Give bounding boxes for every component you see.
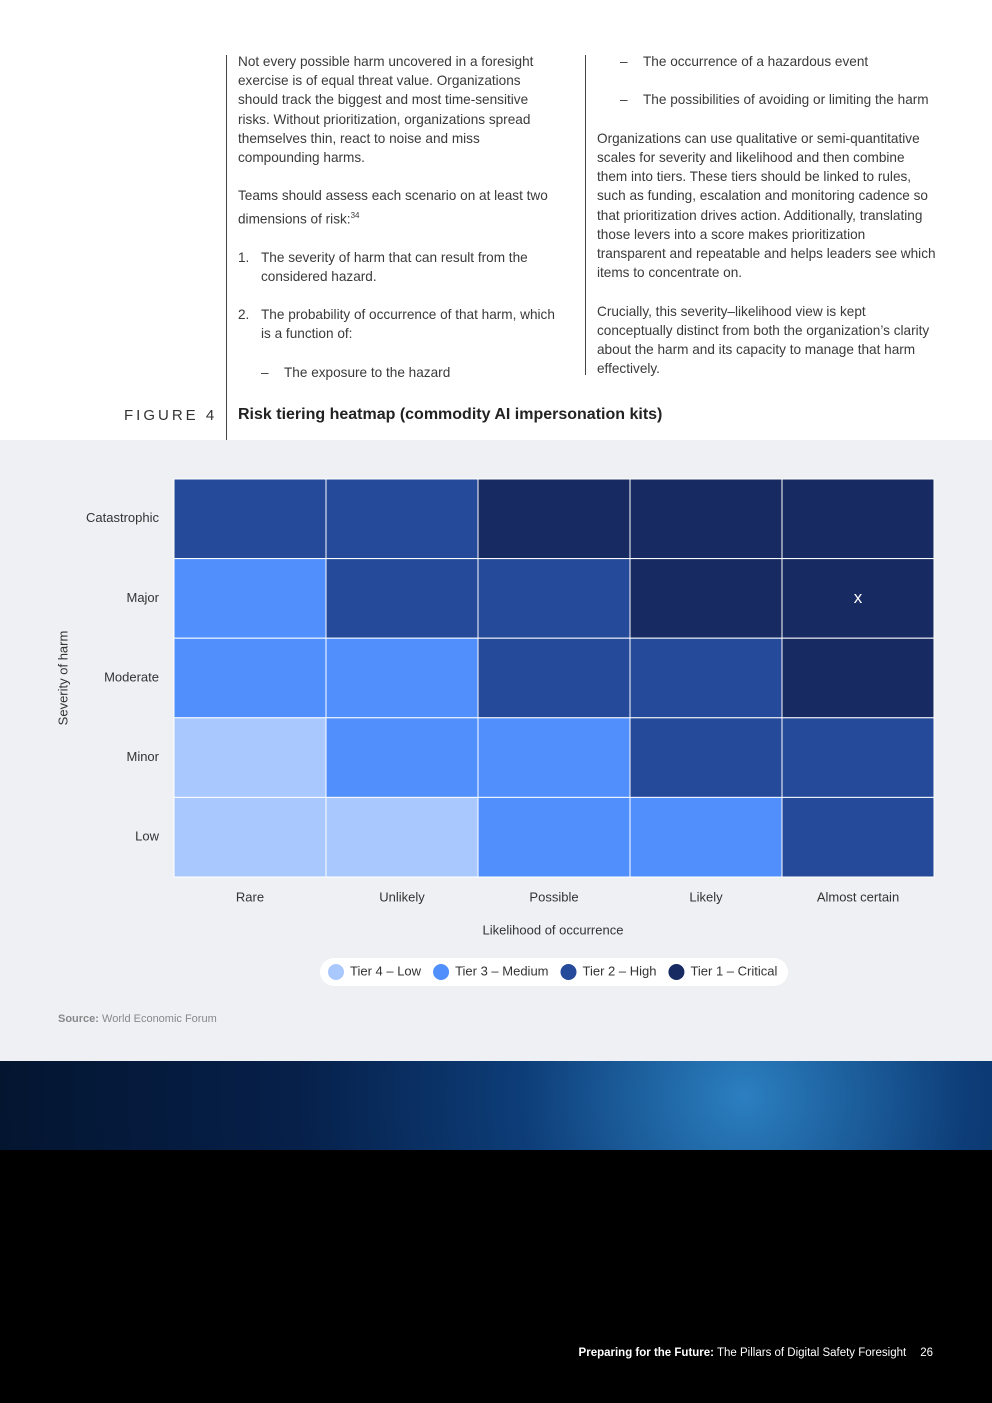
heatmap-cell	[629, 637, 783, 719]
text: The probability of occurrence of that ha…	[261, 307, 555, 342]
heatmap-cell	[477, 796, 631, 878]
sub-item: – The possibilities of avoiding or limiti…	[597, 90, 937, 109]
rule	[585, 55, 586, 375]
text: The exposure to the hazard	[284, 364, 451, 380]
y-tick-label: Minor	[126, 749, 159, 764]
heatmap-cell	[325, 558, 479, 639]
heatmap-cell	[477, 717, 631, 798]
x-tick-label: Unlikely	[379, 889, 425, 904]
sub-item: – The occurrence of a hazardous event	[597, 52, 937, 71]
paragraph: Crucially, this severity–likelihood view…	[597, 303, 930, 377]
right-column: – The occurrence of a hazardous event – Th…	[597, 52, 937, 398]
x-tick-label: Almost certain	[817, 889, 899, 904]
legend-swatch	[667, 963, 686, 981]
footer-title-bold: Preparing for the Future:	[578, 1347, 714, 1359]
heatmap-cell	[325, 478, 479, 560]
marker: –	[620, 92, 628, 108]
heatmap-cell	[781, 796, 935, 878]
y-axis-label: Severity of harm	[55, 631, 70, 726]
list-item: 1. The severity of harm that can result f…	[238, 248, 560, 286]
legend-swatch	[559, 963, 578, 981]
marker: –	[620, 54, 628, 69]
legend-swatch	[432, 963, 451, 981]
left-column: Not every possible harm uncovered in a f…	[238, 52, 560, 401]
legend-label: Tier 1 – Critical	[690, 963, 777, 978]
source-label: Source:	[58, 1013, 99, 1025]
heatmap-cell	[629, 478, 783, 560]
y-tick-label: Moderate	[104, 669, 159, 684]
heatmap-cell	[173, 796, 327, 878]
figure-label: FIGURE 4	[124, 407, 218, 424]
heatmap-cell	[173, 717, 327, 798]
marker: 1.	[238, 249, 250, 265]
footer: Preparing for the Future: The Pillars of…	[579, 1347, 933, 1359]
heatmap-cell	[325, 717, 479, 798]
heatmap-cell	[173, 558, 327, 639]
figure-title: Risk tiering heatmap (commodity AI imper…	[238, 406, 663, 423]
source-text: World Economic Forum	[102, 1013, 217, 1025]
x-tick-label: Likely	[689, 889, 723, 904]
heatmap-cell	[781, 478, 935, 560]
heatmap-cell	[325, 796, 479, 878]
legend-label: Tier 2 – High	[583, 963, 657, 978]
text: The possibilities of avoiding or limitin…	[643, 92, 929, 108]
legend-label: Tier 3 – Medium	[455, 963, 548, 978]
footer-image	[0, 1061, 992, 1150]
paragraph: Organizations can use qualitative or sem…	[597, 130, 936, 281]
page-number: 26	[920, 1347, 933, 1359]
legend-label: Tier 4 – Low	[350, 963, 422, 978]
sub-item: – The exposure to the hazard	[238, 363, 560, 382]
y-tick-label: Low	[135, 829, 159, 844]
heatmap-cell	[629, 717, 783, 798]
legend-swatch	[327, 963, 345, 981]
footer-title: The Pillars of Digital Safety Foresight	[717, 1347, 907, 1359]
x-axis-label: Likelihood of occurrence	[483, 922, 624, 937]
marker: –	[261, 364, 269, 380]
cell-marker: x	[854, 588, 863, 607]
heatmap-cell	[477, 558, 631, 639]
reference: 34	[350, 210, 360, 220]
paragraph: Not every possible harm uncovered in a f…	[238, 54, 534, 166]
heatmap-cell	[781, 637, 935, 719]
paragraph: Teams should assess each scenario on at …	[238, 186, 560, 228]
rule	[226, 55, 227, 440]
heatmap-cell	[173, 478, 327, 560]
text: The severity of harm that can result fro…	[261, 249, 528, 284]
marker: 2.	[238, 307, 250, 323]
heatmap-cell	[325, 637, 479, 719]
heatmap-cell	[629, 558, 783, 639]
chart: Likelihood of occurrence Severity of har…	[55, 478, 935, 986]
x-tick-label: Possible	[529, 889, 578, 904]
y-tick-label: Catastrophic	[86, 510, 159, 525]
heatmap-cell	[173, 637, 327, 719]
x-tick-label: Rare	[236, 889, 264, 904]
y-tick-label: Major	[126, 590, 159, 605]
source: Source: World Economic Forum	[58, 1013, 217, 1025]
heatmap-cell	[781, 558, 935, 639]
text: Teams should assess each scenario on at …	[238, 188, 548, 227]
heatmap-cell	[629, 796, 783, 878]
footer-area	[0, 1150, 992, 1403]
heatmap-cell	[477, 637, 631, 719]
heatmap-cell	[477, 478, 631, 560]
list-item: 2. The probability of occurrence of that …	[238, 305, 560, 343]
text: The occurrence of a hazardous event	[643, 54, 869, 69]
heatmap-cell	[781, 717, 935, 798]
